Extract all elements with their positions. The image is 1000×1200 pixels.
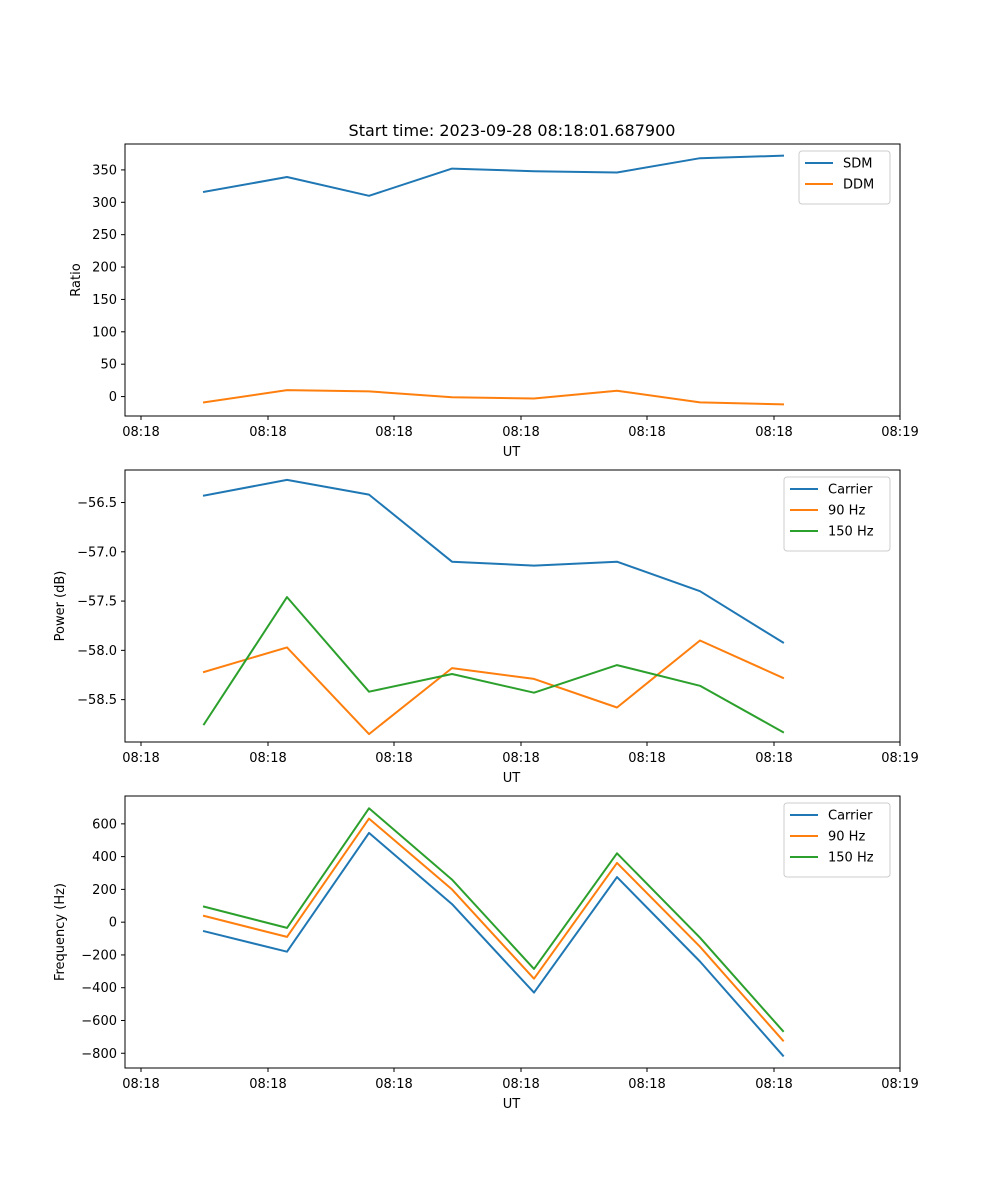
y-axis-label: Frequency (Hz)	[53, 883, 68, 981]
x-tick-label: 08:18	[502, 751, 539, 766]
y-tick-label: −57.0	[77, 545, 117, 560]
y-tick-label: 600	[92, 817, 117, 832]
series-line-150-hz	[202, 596, 785, 734]
series-line-90-hz	[202, 817, 785, 1043]
y-tick-label: 200	[92, 261, 117, 276]
y-tick-label: −57.5	[77, 595, 117, 610]
series-line-carrier	[202, 478, 785, 644]
x-tick-label: 08:18	[122, 1077, 159, 1092]
y-tick-label: 350	[92, 163, 117, 178]
chart-panel-1: 0 50 100 150 200 250 300 350 08:18 08:18 08:18 08:1…	[69, 143, 919, 460]
y-tick-label: 400	[92, 850, 117, 865]
figure-title: Start time: 2023-09-28 08:18:01.687900	[349, 121, 676, 140]
x-tick-label: 08:18	[755, 425, 792, 440]
x-tick-label: 08:18	[628, 751, 665, 766]
x-tick-label: 08:18	[375, 1077, 412, 1092]
x-tick-label: 08:18	[249, 1077, 286, 1092]
legend-box	[798, 150, 891, 205]
x-tick-label: 08:18	[375, 425, 412, 440]
y-tick-label: 150	[92, 293, 117, 308]
x-tick-label: 08:18	[122, 425, 159, 440]
legend-label: 90 Hz	[828, 504, 865, 519]
x-tick-label: 08:19	[881, 425, 918, 440]
y-tick-label: 200	[92, 883, 117, 898]
y-axis-label: Ratio	[69, 263, 84, 296]
x-tick-label: 08:18	[628, 425, 665, 440]
y-tick-label: −600	[81, 1014, 117, 1029]
legend-label: 150 Hz	[828, 525, 874, 540]
series-line-ddm	[202, 389, 785, 406]
y-tick-label: 300	[92, 196, 117, 211]
legend-label: Carrier	[828, 809, 873, 824]
legend: Carrier 90 Hz 150 Hz	[783, 476, 891, 552]
axes-frame	[124, 795, 901, 1069]
series-line-90-hz	[202, 639, 785, 736]
legend-label: SDM	[843, 157, 872, 172]
x-tick-label: 08:18	[249, 751, 286, 766]
axes-frame	[124, 143, 901, 417]
x-tick-label: 08:19	[881, 751, 918, 766]
y-tick-label: −200	[81, 948, 117, 963]
x-axis-label: UT	[503, 771, 521, 786]
x-tick-label: 08:19	[881, 1077, 918, 1092]
legend-label: Carrier	[828, 483, 873, 498]
legend: Carrier 90 Hz 150 Hz	[783, 802, 891, 878]
y-tick-label: −58.0	[77, 644, 117, 659]
x-axis-label: UT	[503, 445, 521, 460]
series-line-carrier	[202, 831, 785, 1058]
axes-frame	[124, 469, 901, 743]
legend-label: DDM	[843, 178, 874, 193]
series-line-sdm	[202, 154, 785, 197]
y-tick-label: 0	[109, 916, 117, 931]
x-tick-label: 08:18	[502, 1077, 539, 1092]
y-tick-label: 0	[109, 390, 117, 405]
x-tick-label: 08:18	[628, 1077, 665, 1092]
y-tick-label: −400	[81, 981, 117, 996]
legend-box	[783, 802, 891, 878]
y-tick-label: 100	[92, 325, 117, 340]
x-tick-label: 08:18	[755, 751, 792, 766]
x-tick-label: 08:18	[375, 751, 412, 766]
chart-panel-3: −800 −600 −400 −200 0 200 400 600 08:18 08:18 08:1…	[53, 795, 919, 1112]
y-tick-label: −58.5	[77, 693, 117, 708]
chart-panel-2: −58.5 −58.0 −57.5 −57.0 −56.5 08:18 08:18 08:18…	[53, 469, 919, 786]
x-tick-label: 08:18	[755, 1077, 792, 1092]
y-tick-label: 50	[100, 358, 117, 373]
legend-label: 90 Hz	[828, 830, 865, 845]
x-tick-label: 08:18	[502, 425, 539, 440]
y-tick-label: −56.5	[77, 496, 117, 511]
legend-label: 150 Hz	[828, 851, 874, 866]
legend-box	[783, 476, 891, 552]
legend: SDM DDM	[798, 150, 891, 205]
y-axis-label: Power (dB)	[53, 571, 68, 642]
y-tick-label: 250	[92, 228, 117, 243]
series-line-150-hz	[202, 807, 785, 1033]
x-tick-label: 08:18	[249, 425, 286, 440]
x-axis-label: UT	[503, 1097, 521, 1112]
x-tick-label: 08:18	[122, 751, 159, 766]
y-tick-label: −800	[81, 1047, 117, 1062]
